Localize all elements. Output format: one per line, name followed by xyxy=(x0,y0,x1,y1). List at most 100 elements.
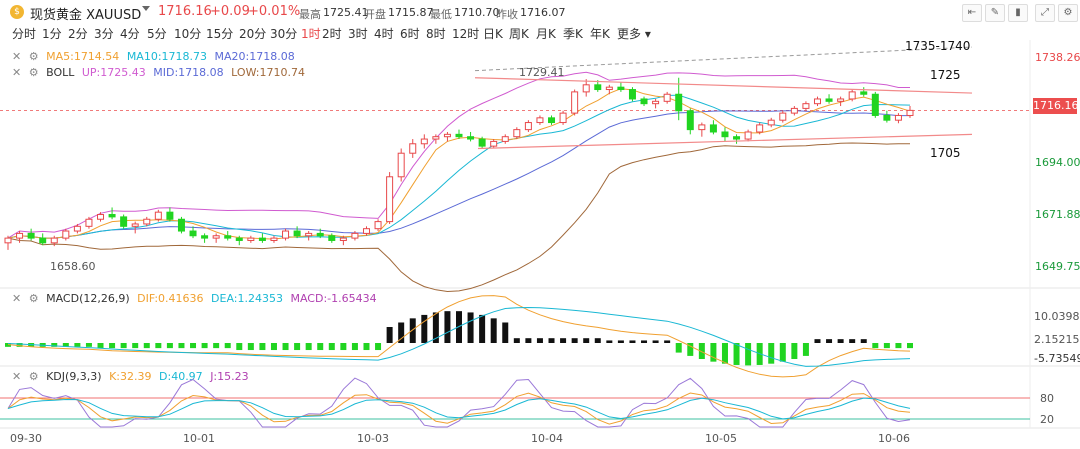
macd-bar xyxy=(814,339,821,343)
tab-period-3[interactable]: 3分 xyxy=(94,27,114,41)
settings-icon[interactable]: ⚙ xyxy=(1058,4,1078,22)
candle-body xyxy=(189,230,197,237)
ma5-label: MA5:1714.54 xyxy=(46,50,120,63)
close-icon[interactable]: ✕ xyxy=(12,66,22,79)
candle-body xyxy=(582,84,590,93)
y-tick-label: 1738.26 xyxy=(1035,51,1080,65)
macd-bar xyxy=(236,343,243,351)
tab-period-15[interactable]: 8时 xyxy=(426,27,446,41)
y-tick-label: 1694.00 xyxy=(1035,155,1080,169)
candle-body xyxy=(235,237,243,241)
tab-period-4[interactable]: 4分 xyxy=(120,27,140,41)
macd-y-tick: -5.73549 xyxy=(1034,352,1080,365)
macd-bar xyxy=(143,343,150,349)
settings-icon[interactable]: ⚙ xyxy=(28,292,39,305)
candle-body xyxy=(351,232,359,239)
current-price: 1716.16 xyxy=(158,4,212,19)
settings-icon[interactable]: ⚙ xyxy=(28,370,39,383)
macd-bar xyxy=(190,343,197,349)
macd-bar xyxy=(51,343,58,347)
candle-body xyxy=(409,143,417,154)
candle-body xyxy=(663,93,671,102)
candle-body xyxy=(212,235,220,239)
candle-body xyxy=(524,122,532,131)
macd-bar xyxy=(664,340,671,343)
candle-body xyxy=(571,91,579,114)
candle-body xyxy=(16,232,24,239)
macd-bar xyxy=(721,343,728,364)
macd-bar xyxy=(317,343,324,351)
tab-period-7[interactable]: 15分 xyxy=(206,27,234,41)
gold-icon: $ xyxy=(10,5,24,19)
tab-period-14[interactable]: 6时 xyxy=(400,27,420,41)
tab-period-0[interactable]: 分时 xyxy=(12,27,37,41)
candle-body xyxy=(756,124,764,133)
candle-body xyxy=(513,129,521,138)
line-tool-icon[interactable]: ⇤ xyxy=(962,4,982,22)
macd-dea-label: DEA:1.24353 xyxy=(211,292,283,305)
macd-bar xyxy=(155,343,162,349)
kdj-k-label: K:32.39 xyxy=(109,370,152,383)
candle-body xyxy=(721,131,729,138)
close-icon[interactable]: ✕ xyxy=(12,50,22,63)
tab-period-19[interactable]: 月K xyxy=(536,27,556,41)
header-bar: $ 现货黄金 XAUUSD 1716.16 +0.09 +0.01% 最高 17… xyxy=(0,0,1080,24)
draw-tool-icon[interactable]: ✎ xyxy=(985,4,1005,22)
tab-period-2[interactable]: 2分 xyxy=(68,27,88,41)
tab-period-9[interactable]: 30分 xyxy=(270,27,298,41)
candle-body xyxy=(894,114,902,121)
candle-body xyxy=(848,91,856,100)
settings-icon[interactable]: ⚙ xyxy=(28,50,39,63)
candle-body xyxy=(825,98,833,102)
tab-period-20[interactable]: 季K xyxy=(563,27,583,41)
macd-bar xyxy=(502,322,509,343)
tab-period-21[interactable]: 年K xyxy=(590,27,610,41)
macd-bar xyxy=(386,327,393,343)
tab-period-12[interactable]: 3时 xyxy=(348,27,368,41)
instrument-title[interactable]: 现货黄金 XAUUSD xyxy=(30,8,142,23)
macd-dif-label: DIF:0.41636 xyxy=(137,292,204,305)
settings-icon[interactable]: ⚙ xyxy=(28,66,39,79)
tab-period-22[interactable]: 更多 ▾ xyxy=(617,27,651,41)
macd-bar xyxy=(687,343,694,356)
macd-bar xyxy=(259,343,266,351)
tab-period-11[interactable]: 2时 xyxy=(322,27,342,41)
macd-y-tick: 2.15215 xyxy=(1034,333,1080,346)
macd-bar xyxy=(328,343,335,351)
candle-body xyxy=(201,235,209,239)
candle-body xyxy=(374,221,382,230)
kdj-name: KDJ(9,3,3) xyxy=(46,370,102,383)
kdj-d-line xyxy=(7,397,911,420)
tab-period-16[interactable]: 12时 xyxy=(452,27,480,41)
annotation-resistance-2: 1725 xyxy=(930,68,961,82)
close-icon[interactable]: ✕ xyxy=(12,292,22,305)
candle-body xyxy=(247,237,255,241)
macd-bar xyxy=(62,343,69,347)
macd-bar xyxy=(74,343,81,347)
candle-style-icon[interactable]: ▮ xyxy=(1008,4,1028,22)
close-icon[interactable]: ✕ xyxy=(12,370,22,383)
tab-period-17[interactable]: 日K xyxy=(483,27,503,41)
macd-bar xyxy=(213,343,220,349)
macd-bar xyxy=(166,343,173,349)
tab-period-6[interactable]: 10分 xyxy=(174,27,202,41)
tab-period-8[interactable]: 20分 xyxy=(239,27,267,41)
candle-body xyxy=(790,107,798,114)
dropdown-chevron-icon[interactable] xyxy=(142,6,150,11)
high-label: 最高 xyxy=(299,8,321,21)
tab-period-1[interactable]: 1分 xyxy=(42,27,62,41)
candle-body xyxy=(39,237,47,244)
candle-body xyxy=(85,218,93,227)
tab-period-18[interactable]: 周K xyxy=(509,27,529,41)
kdj-y-tick: 20 xyxy=(1040,413,1054,426)
macd-bar xyxy=(270,343,277,351)
candle-body xyxy=(698,124,706,131)
macd-bar xyxy=(456,311,462,343)
tab-period-5[interactable]: 5分 xyxy=(147,27,167,41)
x-tick-label: 09-30 xyxy=(10,432,42,445)
macd-bar xyxy=(398,322,405,343)
tab-period-13[interactable]: 4时 xyxy=(374,27,394,41)
tab-period-10[interactable]: 1时 xyxy=(301,27,321,41)
fullscreen-icon[interactable]: ⤢ xyxy=(1035,4,1055,22)
